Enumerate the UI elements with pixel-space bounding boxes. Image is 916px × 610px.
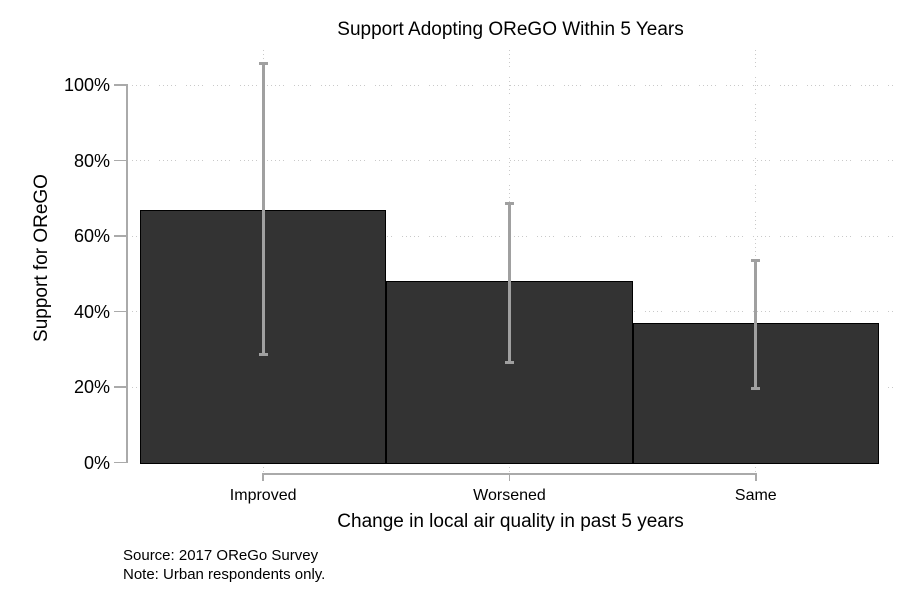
error-bar-cap-top-same — [751, 258, 761, 262]
y-tick-label-20: 20% — [73, 377, 110, 397]
y-gridline-80 — [132, 160, 894, 161]
source-note: Source: 2017 OReGo Survey — [123, 547, 319, 564]
x-tick-improved — [262, 473, 264, 481]
y-axis-line — [126, 84, 128, 464]
y-gridline-100 — [132, 84, 894, 86]
chart-title: Support Adopting OReGO Within 5 Years — [337, 19, 684, 40]
y-tick-60 — [114, 235, 126, 237]
y-tick-label-100: 100% — [63, 75, 110, 95]
x-tick-label-worsened: Worsened — [473, 487, 546, 504]
error-bar-line-worsened — [507, 202, 511, 364]
y-tick-label-0: 0% — [83, 452, 110, 473]
y-gridline-60 — [132, 235, 894, 237]
y-tick-label-60: 60% — [73, 226, 110, 246]
x-tick-label-improved: Improved — [229, 487, 297, 504]
x-tick-worsened — [508, 473, 511, 481]
error-bar-line-same — [754, 258, 758, 390]
y-tick-40 — [114, 310, 126, 313]
x-tick-same — [755, 473, 757, 481]
y-tick-label-40: 40% — [73, 301, 110, 322]
bar-worsened — [386, 281, 633, 464]
x-tick-label-same: Same — [734, 487, 777, 504]
error-bar-cap-top-improved — [258, 62, 268, 66]
y-tick-label-80: 80% — [73, 150, 110, 171]
error-bar-cap-bottom-improved — [258, 353, 268, 357]
error-bar-cap-bottom-same — [751, 387, 761, 390]
x-axis-title: Change in local air quality in past 5 ye… — [337, 511, 684, 532]
respondents-note: Note: Urban respondents only. — [123, 566, 326, 583]
y-tick-100 — [114, 84, 126, 86]
error-bar-line-improved — [261, 62, 265, 357]
y-tick-20 — [114, 386, 126, 388]
y-tick-80 — [114, 159, 126, 162]
y-tick-0 — [114, 461, 126, 464]
error-bar-cap-bottom-worsened — [504, 360, 514, 364]
notes: Source: 2017 OReGo Survey Note: Urban re… — [123, 546, 325, 584]
error-bar-cap-top-worsened — [504, 202, 514, 206]
